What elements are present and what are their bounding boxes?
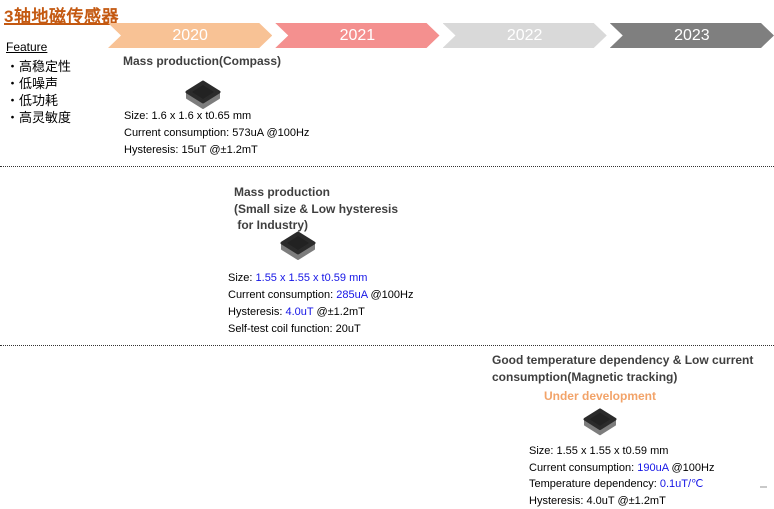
section-title-line: consumption(Magnetic tracking) xyxy=(492,369,753,386)
feature-item: ・高稳定性 xyxy=(6,58,71,75)
sensor-chip-icon xyxy=(278,230,318,269)
spec-text: Self-test coil function: 20uT xyxy=(228,323,361,335)
spec-line: Size: 1.55 x 1.55 x t0.59 mm xyxy=(529,443,714,460)
timeline-year-2021: 2021 xyxy=(275,23,439,48)
section-title-line: Mass production(Compass) xyxy=(123,53,281,70)
section-title: Good temperature dependency & Low curren… xyxy=(492,352,753,386)
section-title-line: Good temperature dependency & Low curren… xyxy=(492,352,753,369)
spec-text: Hysteresis: 15uT @±1.2mT xyxy=(124,144,258,156)
section-title: Mass production(Small size & Low hystere… xyxy=(234,184,398,234)
page-title: 3轴地磁传感器 xyxy=(4,2,119,27)
status-label: Under development xyxy=(492,389,708,403)
timeline-year-2023: 2023 xyxy=(610,23,774,48)
spec-line: Size: 1.55 x 1.55 x t0.59 mm xyxy=(228,270,413,287)
feature-item: ・高灵敏度 xyxy=(6,109,71,126)
spec-text: Temperature dependency: xyxy=(529,478,660,490)
spec-text: Size: 1.6 x 1.6 x t0.65 mm xyxy=(124,110,251,122)
spec-text: @100Hz xyxy=(668,462,714,474)
spec-text: @±1.2mT xyxy=(313,306,364,318)
spec-value-highlight: 1.55 x 1.55 x t0.59 mm xyxy=(256,272,368,284)
spec-text: Size: 1.55 x 1.55 x t0.59 mm xyxy=(529,445,668,457)
section-title-line: Mass production xyxy=(234,184,398,201)
spec-line: Self-test coil function: 20uT xyxy=(228,321,413,338)
section-2020-compass: Mass production(Compass) Size: 1.6 x 1.6… xyxy=(123,52,453,162)
spec-text: Size: xyxy=(228,272,256,284)
spec-text: @100Hz xyxy=(367,289,413,301)
section-divider xyxy=(0,345,774,346)
feature-heading: Feature xyxy=(6,40,71,54)
section-2023-magnetic-tracking: Good temperature dependency & Low curren… xyxy=(492,349,774,499)
artifact-mark xyxy=(760,486,767,488)
section-divider xyxy=(0,166,774,167)
feature-item: ・低功耗 xyxy=(6,92,71,109)
timeline-year-2020: 2020 xyxy=(108,23,272,48)
spec-value-highlight: 4.0uT xyxy=(285,306,313,318)
spec-line: Current consumption: 573uA @100Hz xyxy=(124,125,309,142)
spec-text: Hysteresis: 4.0uT @±1.2mT xyxy=(529,495,666,507)
section-title: Mass production(Compass) xyxy=(123,53,281,70)
section-title-line: (Small size & Low hysteresis xyxy=(234,201,398,218)
sensor-chip-icon xyxy=(581,407,619,444)
spec-line: Hysteresis: 15uT @±1.2mT xyxy=(124,142,309,159)
spec-line: Current consumption: 285uA @100Hz xyxy=(228,287,413,304)
spec-text: Current consumption: xyxy=(228,289,336,301)
spec-text: Current consumption: 573uA @100Hz xyxy=(124,127,309,139)
spec-list: Size: 1.55 x 1.55 x t0.59 mm Current cons… xyxy=(529,443,714,509)
spec-line: Current consumption: 190uA @100Hz xyxy=(529,460,714,477)
spec-list: Size: 1.6 x 1.6 x t0.65 mm Current consum… xyxy=(124,108,309,159)
spec-text: Current consumption: xyxy=(529,462,637,474)
section-2021-industry: Mass production(Small size & Low hystere… xyxy=(228,177,548,342)
spec-value-highlight: 285uA xyxy=(336,289,367,301)
timeline-year-2022: 2022 xyxy=(443,23,607,48)
spec-value-highlight: 0.1uT/℃ xyxy=(660,478,704,490)
feature-items: ・高稳定性・低噪声・低功耗・高灵敏度 xyxy=(6,58,71,126)
spec-line: Hysteresis: 4.0uT @±1.2mT xyxy=(228,304,413,321)
spec-value-highlight: 190uA xyxy=(637,462,668,474)
feature-list: Feature ・高稳定性・低噪声・低功耗・高灵敏度 xyxy=(6,40,71,126)
spec-text: Hysteresis: xyxy=(228,306,285,318)
spec-line: Temperature dependency: 0.1uT/℃ xyxy=(529,476,714,493)
spec-line: Size: 1.6 x 1.6 x t0.65 mm xyxy=(124,108,309,125)
feature-item: ・低噪声 xyxy=(6,75,71,92)
spec-line: Hysteresis: 4.0uT @±1.2mT xyxy=(529,493,714,509)
